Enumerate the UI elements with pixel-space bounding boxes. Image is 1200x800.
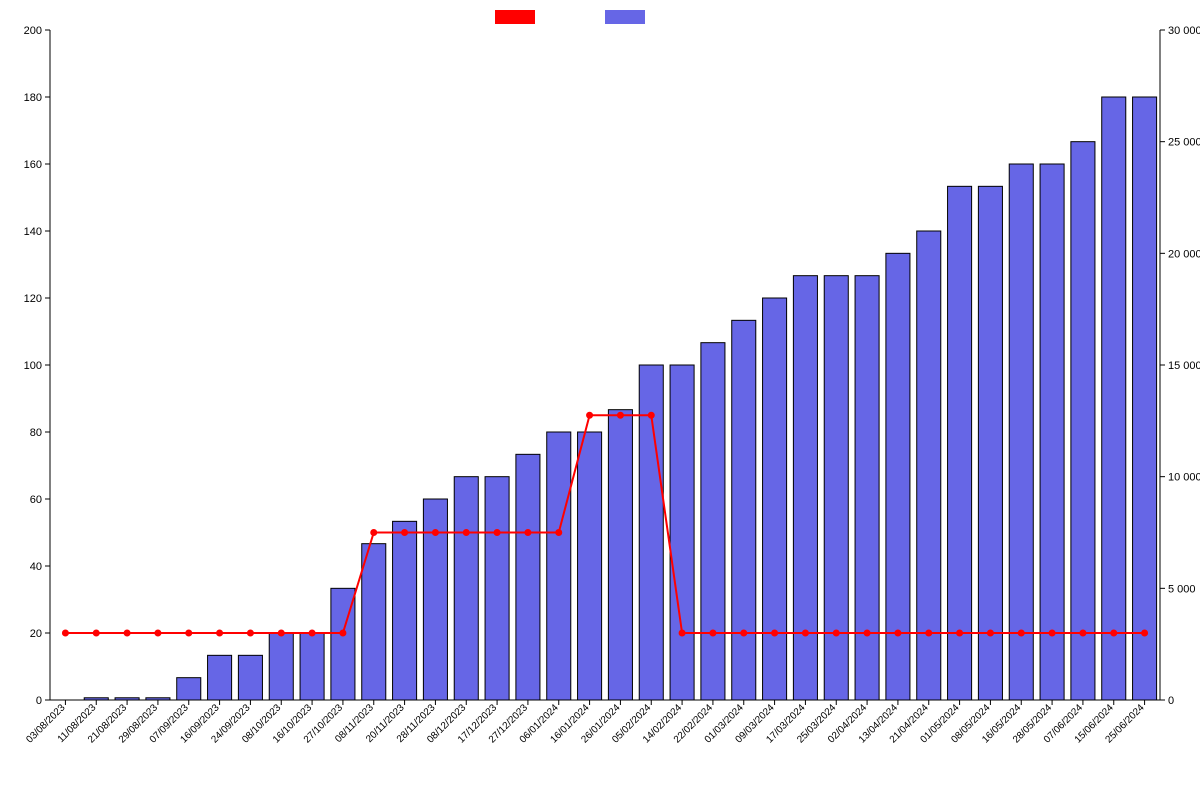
combo-chart: 0 20 40 60 80 100 120 140 160 180 200 0 5 000 10 000 1… bbox=[0, 0, 1200, 800]
ytick-left-label: 20 bbox=[30, 628, 42, 640]
ytick-left-label: 160 bbox=[24, 159, 42, 171]
line-marker bbox=[525, 530, 531, 536]
line-marker bbox=[1049, 630, 1055, 636]
ytick-right-label: 15 000 bbox=[1168, 360, 1200, 372]
bar bbox=[393, 521, 417, 700]
line-marker bbox=[895, 630, 901, 636]
ytick-left-label: 60 bbox=[30, 494, 42, 506]
line-marker bbox=[772, 630, 778, 636]
line-marker bbox=[463, 530, 469, 536]
bar bbox=[238, 655, 262, 700]
bar bbox=[948, 186, 972, 700]
line-marker bbox=[340, 630, 346, 636]
line-marker bbox=[186, 630, 192, 636]
bar bbox=[670, 365, 694, 700]
bar bbox=[485, 477, 509, 700]
line-marker bbox=[833, 630, 839, 636]
ytick-right-label: 25 000 bbox=[1168, 137, 1200, 149]
line-marker bbox=[864, 630, 870, 636]
line-marker bbox=[648, 412, 654, 418]
bar bbox=[1133, 97, 1157, 700]
line-marker bbox=[217, 630, 223, 636]
ytick-right-label: 20 000 bbox=[1168, 248, 1200, 260]
line-marker bbox=[432, 530, 438, 536]
line-marker bbox=[710, 630, 716, 636]
bar bbox=[177, 678, 201, 700]
ytick-right-label: 30 000 bbox=[1168, 25, 1200, 37]
line-marker bbox=[278, 630, 284, 636]
legend-swatch bbox=[495, 10, 535, 24]
line-marker bbox=[987, 630, 993, 636]
bar bbox=[208, 655, 232, 700]
bar bbox=[362, 544, 386, 700]
ytick-left-label: 200 bbox=[24, 25, 42, 37]
chart-svg: 0 20 40 60 80 100 120 140 160 180 200 0 5 000 10 000 1… bbox=[0, 0, 1200, 800]
line-marker bbox=[1142, 630, 1148, 636]
bar bbox=[1040, 164, 1064, 700]
bar bbox=[269, 633, 293, 700]
line-marker bbox=[247, 630, 253, 636]
line-marker bbox=[402, 530, 408, 536]
bar bbox=[578, 432, 602, 700]
ytick-left-label: 100 bbox=[24, 360, 42, 372]
line-marker bbox=[556, 530, 562, 536]
bar bbox=[516, 454, 540, 700]
line-marker bbox=[1018, 630, 1024, 636]
ytick-left-label: 140 bbox=[24, 226, 42, 238]
bar bbox=[978, 186, 1002, 700]
line-marker bbox=[587, 412, 593, 418]
line-marker bbox=[371, 530, 377, 536]
line-marker bbox=[124, 630, 130, 636]
line-marker bbox=[1080, 630, 1086, 636]
ytick-left-label: 180 bbox=[24, 92, 42, 104]
bar bbox=[763, 298, 787, 700]
line-marker bbox=[926, 630, 932, 636]
ytick-left-label: 120 bbox=[24, 293, 42, 305]
bar bbox=[608, 410, 632, 700]
ytick-right-label: 0 bbox=[1168, 695, 1174, 707]
line-marker bbox=[1111, 630, 1117, 636]
bar bbox=[732, 320, 756, 700]
line-marker bbox=[155, 630, 161, 636]
bar bbox=[300, 633, 324, 700]
bar bbox=[547, 432, 571, 700]
ytick-left-label: 40 bbox=[30, 561, 42, 573]
ytick-left-label: 0 bbox=[36, 695, 42, 707]
bar bbox=[1009, 164, 1033, 700]
line-marker bbox=[93, 630, 99, 636]
line-marker bbox=[62, 630, 68, 636]
legend-swatch bbox=[605, 10, 645, 24]
bar bbox=[454, 477, 478, 700]
ytick-right-label: 10 000 bbox=[1168, 472, 1200, 484]
line-marker bbox=[741, 630, 747, 636]
line-marker bbox=[494, 530, 500, 536]
line-marker bbox=[802, 630, 808, 636]
ytick-right-label: 5 000 bbox=[1168, 583, 1196, 595]
line-marker bbox=[679, 630, 685, 636]
line-marker bbox=[617, 412, 623, 418]
ytick-left-label: 80 bbox=[30, 427, 42, 439]
bar bbox=[701, 343, 725, 700]
bar bbox=[1071, 142, 1095, 700]
line-marker bbox=[309, 630, 315, 636]
line-marker bbox=[957, 630, 963, 636]
bar bbox=[1102, 97, 1126, 700]
